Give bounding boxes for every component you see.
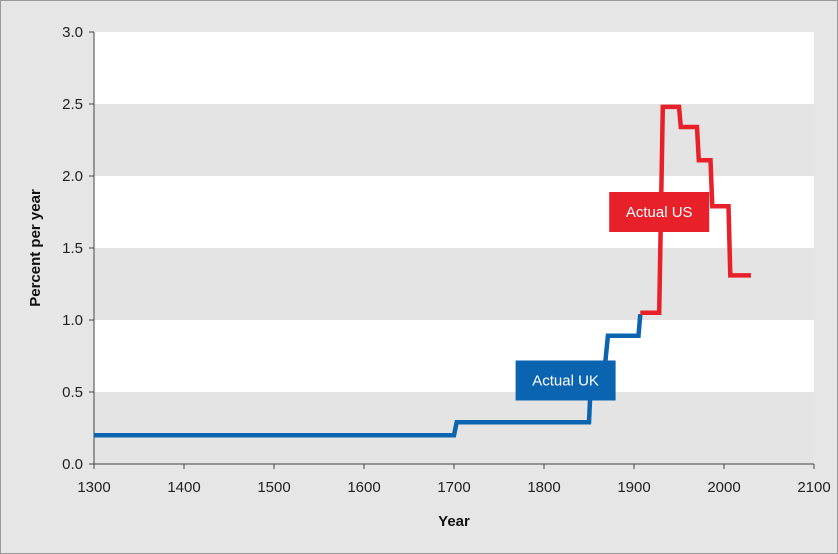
x-tick-label: 1500 [257,479,290,496]
x-tick-label: 1800 [527,479,560,496]
callout-box-actual-us [609,192,710,232]
x-tick-label: 1400 [167,479,200,496]
grid-band [94,104,814,176]
x-axis-title: Year [438,513,470,530]
y-tick-label: 1.0 [62,312,83,329]
x-tick-label: 1600 [347,479,380,496]
y-tick-label: 2.0 [62,168,83,185]
callout-box-actual-uk [515,360,616,401]
grid-bands [94,32,814,464]
y-tick-label: 0.0 [62,456,83,473]
x-tick-label: 1700 [437,479,470,496]
x-tick-label: 2100 [797,479,830,496]
x-tick-label: 2000 [707,479,740,496]
callout-label: Actual US [626,204,693,221]
y-axis-title: Percent per year [27,189,44,307]
y-tick-label: 0.5 [62,384,83,401]
y-tick-label: 2.5 [62,96,83,113]
y-tick-label: 1.5 [62,240,83,257]
callouts: Actual US Actual UK [515,192,710,401]
grid-band [94,320,814,392]
grid-band [94,248,814,320]
x-tick-label: 1300 [77,479,110,496]
grid-band [94,32,814,104]
axes: 0.0 0.5 1.0 1.5 2.0 2.5 3.0 1300 1400 1500 1600 170… [62,24,831,496]
series-line-actual-us [640,104,751,316]
y-tick-label: 3.0 [62,24,83,41]
callout-label: Actual UK [532,372,599,389]
x-tick-label: 1900 [617,479,650,496]
